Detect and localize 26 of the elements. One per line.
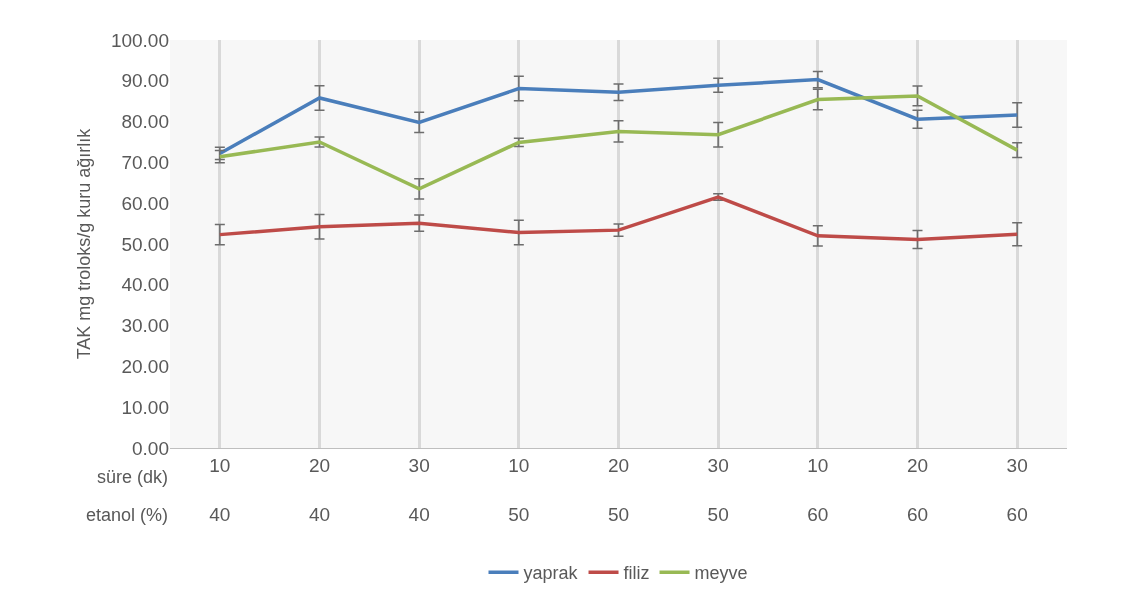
category-label: 30 40 — [408, 454, 430, 526]
y-tick-label: 40.00 — [121, 274, 169, 296]
text: süre (dk) — [97, 467, 169, 487]
category-label: 20 50 — [607, 454, 630, 526]
category-label: 10 40 — [209, 454, 231, 526]
legend-label: filiz — [623, 563, 650, 584]
category-label: 10 60 — [807, 454, 829, 526]
y-tick-label: 0.00 — [132, 437, 169, 459]
category-label: 20 40 — [308, 454, 331, 526]
y-tick-label: 50.00 — [121, 233, 169, 255]
y-tick-label: 100.00 — [110, 29, 169, 51]
text: etanol (%) — [86, 505, 169, 525]
y-tick-label: 30.00 — [121, 315, 169, 337]
y-tick-label: 60.00 — [121, 192, 169, 214]
y-axis-title: TAK mg troloks/g kuru ağırlık — [74, 127, 95, 360]
y-tick-label: 70.00 — [121, 152, 169, 174]
category-label: 30 60 — [1006, 454, 1028, 526]
legend-label: yaprak — [523, 563, 579, 584]
y-tick-label: 20.00 — [121, 356, 169, 378]
y-tick-label: 90.00 — [121, 70, 169, 92]
y-tick-label: 80.00 — [121, 111, 169, 133]
y-tick-label: 10.00 — [121, 396, 169, 418]
legend-label: meyve — [694, 563, 748, 584]
category-label: 30 50 — [707, 454, 729, 526]
category-label: 10 50 — [508, 454, 530, 526]
category-label: 20 60 — [906, 454, 929, 526]
